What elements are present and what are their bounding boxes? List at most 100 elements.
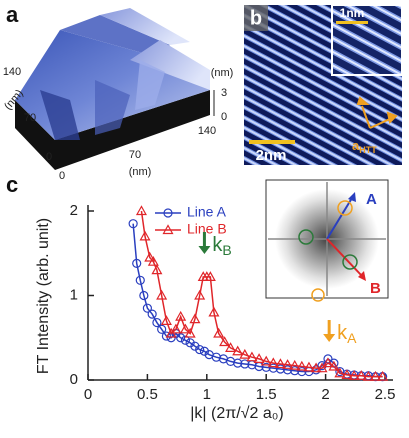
annotation-sub: A bbox=[347, 330, 357, 346]
topography-3d bbox=[15, 8, 210, 170]
annotation-arrowhead bbox=[323, 334, 336, 342]
x-axis-label: |k| (2π/√2 a₀) bbox=[190, 405, 283, 422]
y-tick-label: 0 bbox=[70, 371, 78, 388]
marker bbox=[290, 366, 300, 376]
marker bbox=[355, 370, 367, 380]
annotation-base: k bbox=[337, 322, 348, 344]
marker bbox=[132, 258, 142, 268]
y-tick-label: 70 bbox=[24, 112, 36, 124]
y-tick-label: 0 bbox=[46, 151, 52, 163]
marker bbox=[147, 309, 157, 319]
marker bbox=[152, 317, 162, 328]
annotation-arrowhead bbox=[198, 246, 211, 254]
annotation-base: k bbox=[212, 234, 223, 256]
y-tick-label: 140 bbox=[3, 66, 21, 78]
marker bbox=[225, 342, 237, 352]
panel-label: c bbox=[6, 172, 18, 197]
legend-label: Line B bbox=[187, 221, 227, 237]
panel-label: b bbox=[250, 7, 262, 29]
marker bbox=[310, 362, 322, 373]
marker bbox=[274, 358, 286, 369]
marker bbox=[208, 306, 220, 317]
marker bbox=[170, 323, 182, 334]
x-tick-label: 1 bbox=[203, 386, 211, 403]
marker bbox=[275, 364, 286, 374]
marker bbox=[176, 333, 186, 343]
marker bbox=[219, 336, 231, 347]
marker bbox=[246, 351, 258, 362]
marker bbox=[268, 363, 278, 373]
marker bbox=[232, 345, 244, 356]
marker bbox=[156, 289, 168, 300]
marker bbox=[289, 359, 301, 370]
legend-marker bbox=[162, 224, 174, 235]
marker bbox=[377, 370, 389, 381]
marker bbox=[213, 327, 225, 338]
marker bbox=[157, 324, 167, 334]
marker bbox=[161, 331, 172, 341]
scale-label: 2nm bbox=[256, 147, 287, 164]
x-tick-label: 1.5 bbox=[256, 386, 277, 403]
x-tick-label: 0 bbox=[59, 170, 65, 182]
x-tick-label: 70 bbox=[129, 149, 141, 161]
marker bbox=[341, 369, 353, 380]
vector-label: aHTT bbox=[352, 138, 377, 155]
x-tick-label: 140 bbox=[198, 125, 216, 137]
annotation: kB bbox=[212, 234, 231, 257]
x-tick-label: 2.5 bbox=[375, 386, 396, 403]
y-tick-label: 1 bbox=[70, 286, 78, 303]
marker bbox=[184, 327, 196, 338]
marker bbox=[175, 310, 187, 321]
marker bbox=[139, 230, 151, 241]
marker bbox=[179, 323, 191, 334]
marker bbox=[328, 360, 340, 371]
marker bbox=[282, 359, 294, 369]
inset-scale-label: 1nm bbox=[340, 6, 365, 20]
marker bbox=[189, 313, 201, 324]
marker bbox=[135, 275, 145, 285]
marker bbox=[303, 361, 315, 372]
marker bbox=[151, 264, 163, 275]
lattice-vectors bbox=[356, 96, 398, 129]
inset-label: A bbox=[366, 191, 377, 208]
marker bbox=[233, 358, 243, 368]
x-tick-label: 0.5 bbox=[137, 386, 158, 403]
marker bbox=[135, 205, 147, 216]
marker bbox=[240, 359, 250, 369]
marker bbox=[267, 357, 279, 368]
z-tick-label: 0 bbox=[221, 111, 227, 123]
marker bbox=[260, 355, 272, 366]
fft-inset bbox=[265, 179, 389, 302]
marker bbox=[369, 370, 382, 381]
marker bbox=[139, 290, 149, 301]
marker bbox=[194, 289, 206, 300]
marker bbox=[261, 362, 271, 372]
x-unit: (nm) bbox=[129, 166, 152, 178]
annotation: kA bbox=[337, 322, 357, 345]
marker bbox=[204, 271, 216, 282]
marker bbox=[296, 360, 308, 371]
marker bbox=[253, 353, 265, 363]
annotation-sub: B bbox=[222, 242, 231, 258]
series-line bbox=[140, 210, 383, 378]
marker bbox=[362, 370, 374, 381]
marker bbox=[128, 219, 138, 229]
marker bbox=[239, 348, 251, 359]
y-tick-label: 2 bbox=[70, 202, 78, 219]
marker bbox=[316, 362, 328, 373]
marker bbox=[144, 251, 156, 262]
inset-label: B bbox=[370, 280, 381, 297]
scale-bar bbox=[249, 140, 295, 144]
marker bbox=[297, 366, 307, 377]
marker bbox=[322, 357, 334, 368]
x-tick-label: 2 bbox=[321, 386, 329, 403]
marker bbox=[282, 365, 293, 375]
x-tick-label: 0 bbox=[84, 386, 92, 403]
marker bbox=[142, 303, 152, 313]
legend-label: Line A bbox=[187, 204, 227, 220]
y-axis-label: FT Intensity (arb. unit) bbox=[35, 218, 52, 374]
panel-label: a bbox=[6, 2, 19, 27]
marker bbox=[195, 344, 205, 355]
